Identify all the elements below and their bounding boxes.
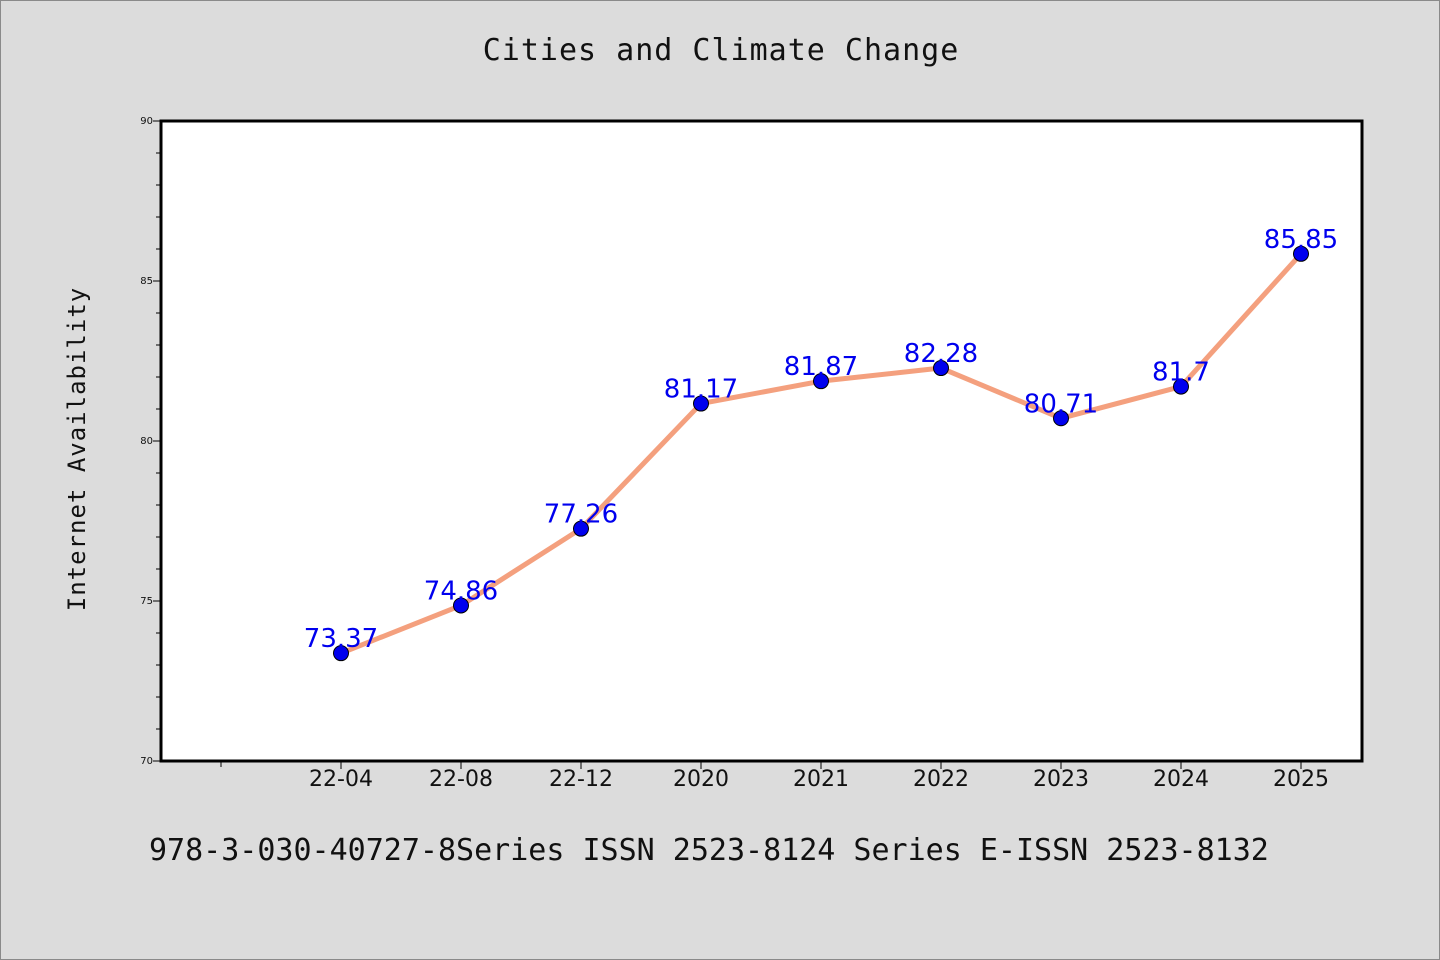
data-point: [693, 395, 709, 412]
x-tick-label: 2021: [793, 767, 849, 792]
data-label: 85.85: [1264, 225, 1338, 255]
y-tick-label: 75: [140, 596, 153, 607]
series-markers: [333, 245, 1309, 662]
plot-area: [159, 119, 1364, 763]
data-label: 74.86: [424, 576, 498, 606]
data-point: [933, 360, 949, 377]
y-tick-label: 90: [140, 116, 153, 127]
data-label: 77.26: [544, 500, 618, 530]
data-point: [1053, 410, 1069, 427]
data-labels: 73.37 74.86 77.26 81.17 81.87 82.28 80.71 81.7 8…: [304, 225, 1338, 654]
chart-title: Cities and Climate Change: [482, 33, 960, 68]
x-tick-label: 22-04: [309, 767, 373, 792]
x-tick-label: 22-08: [429, 767, 493, 792]
data-point: [453, 597, 469, 614]
x-tick-label: 2023: [1033, 767, 1089, 792]
data-label: 81.7: [1152, 358, 1210, 388]
x-tick-label: 22-12: [549, 767, 613, 792]
data-label: 81.17: [664, 375, 738, 405]
x-tick-label: 2020: [673, 767, 729, 792]
data-point: [1173, 378, 1189, 395]
data-label: 73.37: [304, 624, 378, 654]
data-label: 80.71: [1024, 389, 1098, 419]
footer-isbn-text: 978-3-030-40727-8Series ISSN 2523-8124 S…: [149, 833, 1269, 868]
y-axis-label: Internet Availability: [63, 287, 91, 611]
x-tick-label: 2022: [913, 767, 969, 792]
data-point: [1293, 245, 1309, 262]
x-axis: 22-04 22-08 22-12 2020 2021 2022 2023 2024 2025: [220, 761, 1329, 792]
x-tick-label: 2025: [1273, 767, 1329, 792]
data-point: [813, 373, 829, 390]
data-point: [333, 645, 349, 662]
y-tick-label: 85: [140, 276, 153, 287]
y-tick-label: 70: [140, 756, 153, 767]
y-axis: 70 75 80 85 90: [140, 116, 161, 767]
y-tick-label: 80: [140, 436, 153, 447]
data-label: 81.87: [784, 352, 858, 382]
x-tick-label: 2024: [1153, 767, 1209, 792]
data-point: [573, 520, 589, 537]
data-label: 82.28: [904, 339, 978, 369]
